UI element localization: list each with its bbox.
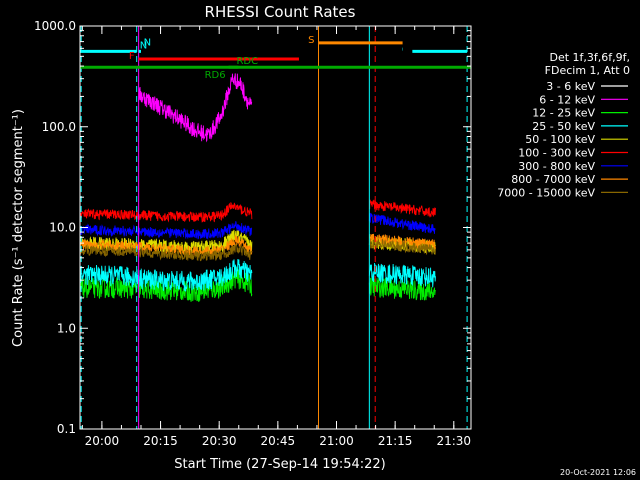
y-tick-label: 10.0 bbox=[49, 221, 76, 235]
x-tick-label: 20:15 bbox=[143, 434, 178, 448]
legend-entry-label: 50 - 100 keV bbox=[525, 133, 595, 146]
interval-label: S bbox=[308, 35, 314, 46]
legend-header: FDecim 1, Att 0 bbox=[545, 64, 630, 77]
y-tick-label: 1.0 bbox=[57, 321, 76, 335]
footer-timestamp: 20-Oct-2021 12:06 bbox=[560, 468, 636, 477]
interval-label: F bbox=[129, 51, 135, 62]
legend-entry-label: 100 - 300 keV bbox=[518, 147, 595, 160]
x-tick-label: 21:00 bbox=[319, 434, 354, 448]
interval-label: RDC bbox=[236, 56, 258, 67]
legend-entry-label: 12 - 25 keV bbox=[532, 107, 595, 120]
legend-entry-label: 800 - 7000 keV bbox=[511, 173, 595, 186]
legend-entry-label: 3 - 6 keV bbox=[546, 80, 595, 93]
series-line-8 bbox=[80, 238, 436, 262]
x-tick-label: 20:45 bbox=[261, 434, 296, 448]
chart-title: RHESSI Count Rates bbox=[205, 3, 356, 21]
y-axis-label: Count Rate (s⁻¹ detector segment⁻¹) bbox=[11, 109, 26, 347]
x-tick-label: 20:00 bbox=[85, 434, 120, 448]
series-line-5 bbox=[80, 199, 436, 223]
plot-area: NN S F RD6 RDC bbox=[79, 25, 472, 430]
series-line-1 bbox=[138, 73, 253, 143]
legend-header: Det 1f,3f,6f,9f, bbox=[549, 51, 630, 64]
series-line-3 bbox=[80, 259, 436, 292]
series-line-6 bbox=[80, 212, 436, 240]
legend-entry-label: 7000 - 15000 keV bbox=[497, 186, 595, 199]
legend-entry-label: 25 - 50 keV bbox=[532, 120, 595, 133]
axis-layer: 0.1 1.0 10.0 100.0 1000.0 20:00 20:15 20:30 20:4… bbox=[34, 19, 471, 448]
y-tick-label: 0.1 bbox=[57, 422, 76, 436]
x-axis-label: Start Time (27-Sep-14 19:54:22) bbox=[174, 457, 385, 472]
series-layer bbox=[80, 53, 436, 309]
x-tick-label: 21:15 bbox=[378, 434, 413, 448]
x-tick-label: 20:30 bbox=[202, 434, 237, 448]
interval-label: RD6 bbox=[205, 70, 226, 81]
interval-label: N bbox=[144, 37, 151, 48]
legend-entry-label: 300 - 800 keV bbox=[518, 160, 595, 173]
interval-label: N bbox=[140, 40, 147, 51]
y-tick-label: 1000.0 bbox=[34, 19, 76, 33]
y-tick-label: 100.0 bbox=[42, 120, 76, 134]
legend-entry-label: 6 - 12 keV bbox=[539, 93, 595, 106]
legend: Det 1f,3f,6f,9f,FDecim 1, Att 0 3 - 6 keV… bbox=[497, 51, 630, 199]
x-tick-label: 21:30 bbox=[436, 434, 471, 448]
